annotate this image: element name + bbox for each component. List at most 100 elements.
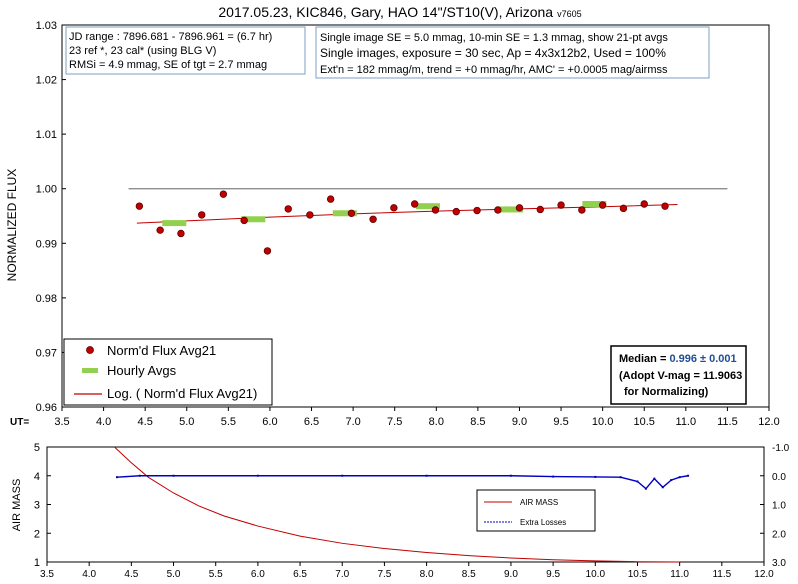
airmass-x-tick-label: 12.0	[754, 569, 774, 580]
extra-losses-point	[256, 474, 259, 477]
y-tick-label: 0.97	[36, 347, 57, 359]
median-box	[610, 345, 747, 405]
flux-point	[640, 200, 648, 208]
airmass-line	[114, 446, 680, 563]
x-tick-label: 9.0	[512, 416, 527, 428]
airmass-y-tick-label: 4	[34, 471, 40, 483]
flux-point	[263, 247, 272, 255]
flux-point	[452, 207, 460, 216]
flux-point	[369, 215, 377, 223]
extra-losses-point	[661, 486, 664, 489]
airmass-plot-area	[46, 446, 765, 563]
legend-label-points: Norm'd Flux Avg21	[107, 343, 216, 358]
airmass-y-tick-label: 2	[34, 528, 40, 540]
airmass-x-tick-label: 7.5	[377, 569, 391, 580]
flux-point	[198, 211, 206, 219]
airmass-y-tick-label: 1	[34, 557, 40, 569]
losses-y-tick-label: 3.0	[772, 558, 786, 569]
info-right-line-2: Single images, exposure = 30 sec, Ap = 4…	[320, 46, 666, 60]
airmass-x-tick-label: 8.5	[462, 569, 476, 580]
flux-point	[410, 200, 419, 208]
trend-line	[136, 204, 678, 224]
airmass-x-tick-label: 5.5	[209, 569, 223, 580]
flux-point	[473, 206, 481, 215]
x-tick-label: 8.5	[470, 416, 485, 428]
hourly-avg-series	[162, 200, 607, 227]
flux-point	[494, 206, 502, 214]
airmass-series	[114, 446, 680, 563]
hourly-avg-bar	[162, 220, 187, 227]
flux-point	[347, 209, 356, 217]
airmass-legend	[476, 489, 596, 532]
extra-losses-series	[116, 474, 690, 490]
flux-point	[619, 204, 628, 213]
airmass-y-tick-label: 5	[34, 442, 40, 454]
flux-point	[177, 229, 185, 238]
x-tick-label: 9.5	[553, 416, 568, 428]
flux-axis-ticks: 0.96 0.97 0.98 0.99 1.00 1.01 1.02 1.03 3.5 4.0 4.…	[36, 20, 780, 428]
flux-point	[240, 216, 248, 225]
losses-y-tick-label: 1.0	[772, 501, 786, 512]
extra-losses-point	[425, 474, 428, 477]
flux-point	[578, 206, 586, 214]
x-tick-label: 8.0	[429, 416, 444, 428]
x-tick-label: 6.0	[262, 416, 277, 428]
x-tick-label: 11.5	[717, 416, 738, 428]
airmass-x-tick-label: 6.0	[251, 569, 265, 580]
extra-losses-point	[116, 476, 119, 479]
x-tick-label: 4.0	[96, 416, 111, 428]
extra-losses-point	[619, 476, 622, 479]
x-tick-label: 5.0	[179, 416, 194, 428]
extra-losses-point	[636, 480, 639, 483]
extra-losses-point	[138, 474, 141, 477]
y-tick-label: 1.01	[36, 129, 57, 141]
chart-title: 2017.05.23, KIC846, Gary, HAO 14"/ST10(V…	[218, 4, 581, 20]
flux-point	[515, 204, 524, 212]
extra-losses-point	[644, 487, 647, 490]
median-line-1: Median = 0.996 ± 0.001	[619, 353, 737, 365]
flux-point-series	[135, 190, 669, 255]
flux-point	[326, 195, 335, 203]
x-tick-label: 11.0	[676, 416, 697, 428]
x-tick-label: 7.0	[345, 416, 360, 428]
flux-y-label: NORMALIZED FLUX	[5, 169, 19, 282]
flux-point	[661, 202, 669, 210]
airmass-y-tick-label: 3	[34, 500, 40, 512]
extra-losses-point	[653, 477, 656, 480]
airmass-x-tick-label: 9.5	[546, 569, 560, 580]
x-tick-label: 6.5	[304, 416, 319, 428]
hourly-avg-bar	[582, 200, 607, 207]
airmass-x-tick-label: 4.0	[82, 569, 96, 580]
x-tick-label: 5.5	[221, 416, 236, 428]
extra-losses-point	[509, 474, 512, 477]
legend-label-airmass: AIR MASS	[520, 498, 558, 507]
y-tick-label: 0.99	[36, 238, 57, 250]
y-tick-label: 1.00	[36, 184, 57, 196]
ut-label: UT=	[10, 417, 29, 428]
x-tick-label: 10.0	[592, 416, 613, 428]
airmass-x-tick-label: 11.0	[670, 569, 689, 580]
extra-losses-point	[670, 479, 673, 482]
x-tick-label: 4.5	[138, 416, 153, 428]
flux-point	[390, 204, 398, 212]
airmass-x-tick-label: 5.0	[167, 569, 181, 580]
extra-losses-point	[687, 474, 690, 477]
y-tick-label: 1.03	[36, 20, 57, 32]
info-box-right	[315, 26, 710, 79]
x-tick-label: 12.0	[758, 416, 779, 428]
airmass-x-tick-label: 3.5	[40, 569, 54, 580]
airmass-x-tick-label: 8.0	[420, 569, 434, 580]
y-tick-label: 0.96	[36, 402, 57, 414]
airmass-x-tick-label: 9.0	[504, 569, 518, 580]
trend-series	[136, 204, 678, 224]
y-tick-label: 1.02	[36, 75, 57, 87]
airmass-x-tick-label: 10.0	[586, 569, 606, 580]
flux-point	[219, 190, 228, 198]
airmass-x-tick-label: 7.0	[335, 569, 349, 580]
hourly-avg-bar	[415, 203, 440, 210]
flux-point	[431, 206, 440, 214]
x-tick-label: 10.5	[634, 416, 655, 428]
flux-point	[557, 201, 565, 209]
